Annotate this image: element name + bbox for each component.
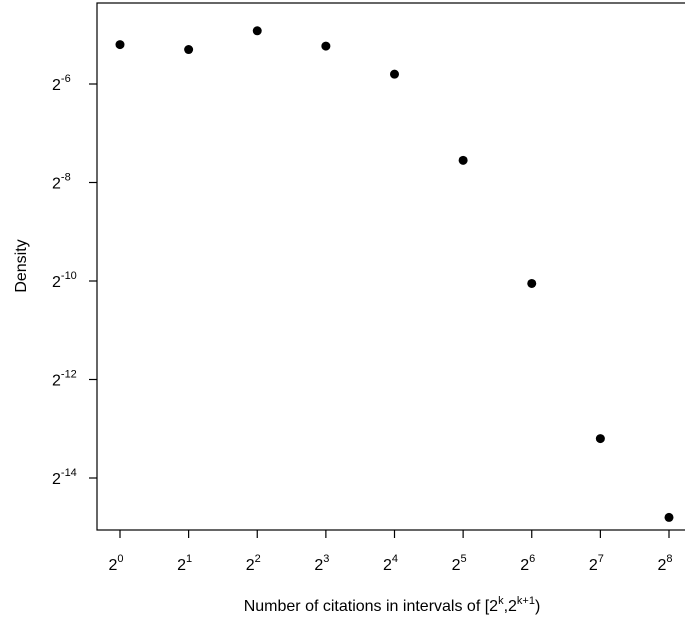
- x-tick-label: 27: [589, 553, 604, 574]
- x-axis-label: Number of citations in intervals of [2k,…: [244, 595, 541, 615]
- x-axis-label-sup-k: k: [498, 595, 504, 607]
- data-point: [252, 26, 262, 36]
- plot-frame: [96, 2, 685, 531]
- data-point: [184, 45, 194, 55]
- data-point: [321, 41, 331, 51]
- data-point: [527, 278, 537, 288]
- y-tick-label: 2-6: [52, 73, 71, 94]
- data-point: [390, 69, 399, 79]
- x-axis-label-middle: ,2: [504, 598, 517, 615]
- x-tick-label: 21: [177, 553, 192, 574]
- x-tick-label: 28: [657, 553, 672, 574]
- x-tick-label: 25: [452, 553, 467, 574]
- data-point: [595, 434, 605, 444]
- x-axis-label-suffix: ): [535, 598, 540, 615]
- x-tick-label: 22: [246, 553, 261, 574]
- y-tick-label: 2-10: [52, 270, 77, 291]
- x-tick-label: 20: [108, 553, 123, 574]
- data-point: [115, 40, 125, 50]
- y-tick-label: 2-12: [52, 369, 77, 390]
- x-tick-label: 24: [383, 553, 398, 574]
- y-axis-ticks: 2-6 2-8 2-10 2-12 2-14: [52, 73, 97, 488]
- x-tick-label: 23: [314, 553, 329, 574]
- x-tick-label: 26: [520, 553, 535, 574]
- x-axis-label-prefix: Number of citations in intervals of [2: [244, 598, 498, 615]
- data-points: [115, 26, 674, 522]
- x-axis-ticks: 20 21 22 23 24 25 26 27 28: [108, 530, 673, 574]
- data-point: [664, 512, 674, 522]
- y-axis-label: Density: [13, 239, 30, 292]
- y-tick-label: 2-8: [52, 172, 71, 193]
- data-point: [458, 155, 468, 165]
- x-axis-label-sup-k1: k+1: [517, 595, 535, 607]
- y-tick-label: 2-14: [52, 467, 77, 488]
